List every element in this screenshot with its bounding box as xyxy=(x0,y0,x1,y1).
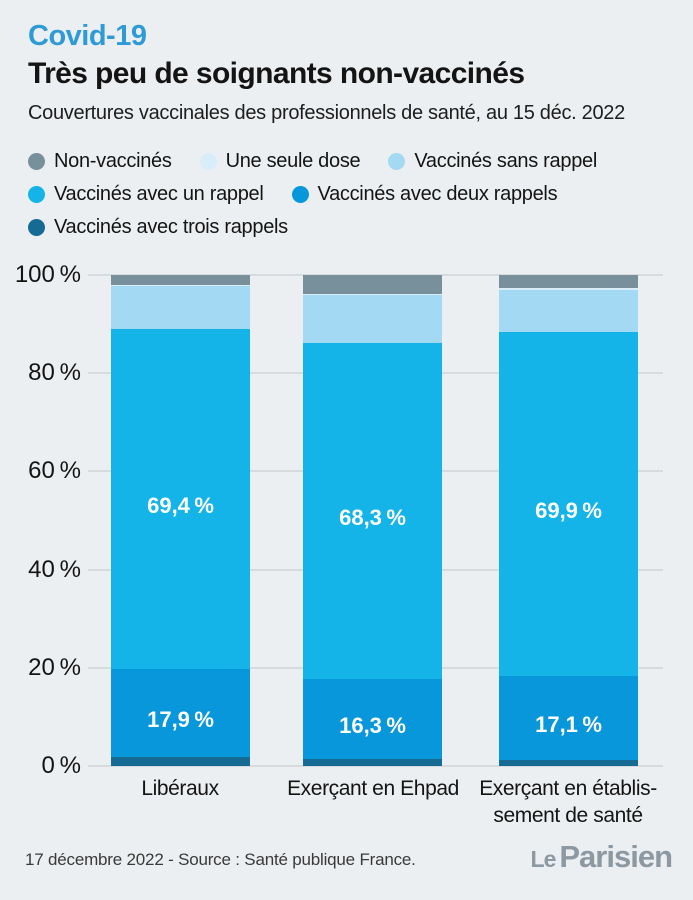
bar-segment xyxy=(499,275,638,289)
kicker: Covid-19 xyxy=(28,20,147,52)
bar-segment xyxy=(111,275,250,285)
bar-segment xyxy=(111,284,250,287)
stacked-bar: 17,1 % 69,9 % xyxy=(499,275,638,766)
bar-segment xyxy=(111,757,250,766)
bar-value-label: 17,1 % xyxy=(535,711,602,737)
bar-segment xyxy=(111,286,250,329)
legend-item-un-rappel: Vaccinés avec un rappel xyxy=(28,181,264,207)
bar-value-label: 17,9 % xyxy=(147,707,214,733)
le-parisien-logo: Le Parisien xyxy=(530,839,673,875)
y-axis-tick-label: 60 % xyxy=(28,457,81,485)
logo-text-le: Le xyxy=(530,846,557,872)
stacked-bar: 17,9 % 69,4 % xyxy=(111,275,250,766)
legend-item-une-seule-dose: Une seule dose xyxy=(199,148,361,174)
bar-segment: 69,9 % xyxy=(499,332,638,676)
bar-segment xyxy=(303,758,442,766)
bar-segment: 17,9 % xyxy=(111,669,250,758)
bar-segment xyxy=(303,275,442,294)
bar-value-label: 68,3 % xyxy=(339,504,406,530)
legend-dot-icon xyxy=(28,152,45,170)
bar-segment: 17,1 % xyxy=(499,675,638,760)
source-note: 17 décembre 2022 - Source : Santé publiq… xyxy=(25,850,416,869)
gridline xyxy=(88,274,663,276)
x-axis-category-label: Libéraux xyxy=(141,777,219,800)
legend-item-label: Vaccinés sans rappel xyxy=(414,149,597,172)
y-axis-tick-label: 20 % xyxy=(28,653,81,681)
legend-dot-icon xyxy=(388,152,406,170)
legend-dot-icon xyxy=(28,218,45,236)
y-axis-tick-label: 0 % xyxy=(41,752,82,779)
legend-item-label: Vaccinés avec trois rappels xyxy=(54,215,288,238)
legend-item-label: Vaccinés avec un rappel xyxy=(54,182,264,205)
y-axis-tick-label: 100 % xyxy=(14,261,82,288)
bar-segment xyxy=(303,295,442,344)
legend-item-trois-rappels: Vaccinés avec trois rappels xyxy=(28,214,288,240)
bar-segment xyxy=(499,289,638,333)
legend-dot-icon xyxy=(291,185,309,203)
bar-segment: 16,3 % xyxy=(303,678,442,759)
chart-subtitle: Couvertures vaccinales des professionnel… xyxy=(28,102,625,124)
legend-item-label: Vaccinés avec deux rappels xyxy=(317,182,558,205)
bar-segment xyxy=(303,293,442,296)
legend-item-deux-rappels: Vaccinés avec deux rappels xyxy=(291,181,558,207)
stacked-bar: 16,3 % 68,3 % xyxy=(303,275,442,766)
legend-item-label: Non-vaccinés xyxy=(54,149,172,172)
bar-segment xyxy=(499,759,638,766)
gridline xyxy=(88,765,663,767)
bar-value-label: 69,4 % xyxy=(147,492,214,518)
bar-value-label: 69,9 % xyxy=(535,498,602,524)
bar-segment: 68,3 % xyxy=(303,343,442,679)
legend-dot-icon xyxy=(28,185,45,203)
legend-item-non-vaccines: Non-vaccinés xyxy=(28,148,172,174)
legend: Non-vaccinés Une seule dose Vaccinés san… xyxy=(28,148,658,240)
legend-item-sans-rappel: Vaccinés sans rappel xyxy=(388,148,597,174)
legend-dot-icon xyxy=(199,152,217,170)
bar-value-label: 16,3 % xyxy=(339,712,406,738)
y-axis-tick-label: 40 % xyxy=(28,555,81,583)
page-title: Très peu de soignants non-vaccinés xyxy=(28,57,525,90)
y-axis-tick-label: 80 % xyxy=(28,359,81,387)
x-axis-category-label: Exerçant en établis- sement de santé xyxy=(479,777,657,827)
x-axis-category-label: Exerçant en Ehpad xyxy=(287,777,459,800)
bar-segment xyxy=(499,288,638,290)
bar-segment: 69,4 % xyxy=(111,328,250,670)
legend-item-label: Une seule dose xyxy=(225,149,361,172)
logo-text-parisien: Parisien xyxy=(559,839,673,874)
